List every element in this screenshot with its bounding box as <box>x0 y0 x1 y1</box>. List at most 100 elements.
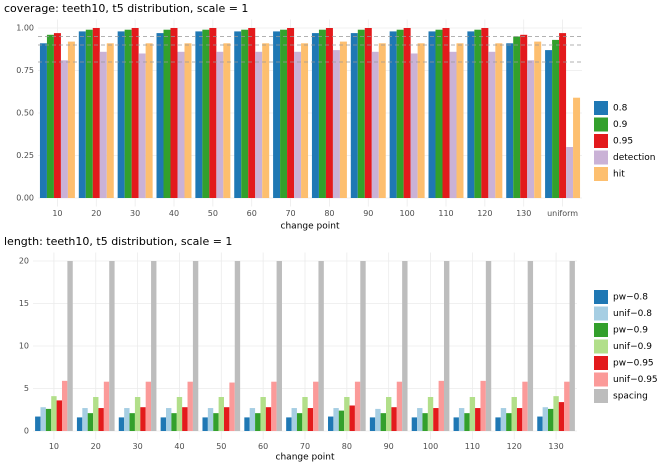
bar <box>411 417 418 431</box>
bar <box>260 397 266 431</box>
bar <box>56 400 62 431</box>
bar <box>402 261 408 431</box>
legend-key <box>594 306 608 321</box>
bar <box>403 28 411 198</box>
bar <box>378 43 386 198</box>
y-tick-label: 10 <box>19 342 29 351</box>
bar <box>553 396 559 431</box>
x-tick-label: 30 <box>130 209 140 218</box>
bar <box>325 28 333 198</box>
bar <box>61 380 68 431</box>
bar <box>255 51 263 198</box>
bar <box>192 261 199 431</box>
bar <box>87 413 94 431</box>
bar <box>301 43 309 198</box>
bar <box>302 397 308 431</box>
bar <box>207 408 214 431</box>
bar <box>433 408 439 431</box>
legend-key <box>594 290 608 304</box>
bar <box>375 408 381 431</box>
bar <box>318 261 324 431</box>
bar <box>202 417 208 431</box>
bar <box>542 407 549 431</box>
x-tick-label: 10 <box>52 209 62 218</box>
bar <box>573 97 581 198</box>
legend-key <box>594 101 608 115</box>
legend-label: pw−0.9 <box>613 326 648 336</box>
bar <box>195 31 203 199</box>
bar <box>467 31 475 199</box>
bar <box>396 381 403 431</box>
bar <box>124 408 130 431</box>
x-tick-label: 30 <box>133 442 143 451</box>
x-tick-label: 80 <box>342 442 352 451</box>
bar <box>495 417 501 431</box>
x-tick-label: 80 <box>324 209 334 218</box>
x-axis-title: change point <box>281 222 340 232</box>
bar <box>60 60 68 198</box>
bar <box>218 397 224 431</box>
x-tick-label: 130 <box>516 209 531 218</box>
bar <box>280 29 288 199</box>
x-tick-label: 50 <box>216 442 226 451</box>
bar <box>117 31 125 199</box>
bar <box>93 397 99 431</box>
bar <box>249 408 256 431</box>
bar <box>391 407 397 431</box>
bar <box>485 261 492 431</box>
bar <box>469 397 476 431</box>
bar <box>313 381 319 431</box>
bar <box>410 53 418 198</box>
bar <box>417 408 423 431</box>
bar <box>255 413 261 431</box>
bar <box>291 408 297 431</box>
bar <box>202 29 210 199</box>
bar <box>417 43 425 198</box>
legend-key <box>594 389 608 403</box>
bar <box>357 29 365 199</box>
bar <box>134 397 141 431</box>
y-tick-label: 0 <box>24 427 29 436</box>
bar <box>82 408 88 431</box>
legend-key <box>594 372 608 387</box>
bar <box>464 413 470 431</box>
legend-label: pw−0.95 <box>613 359 654 369</box>
x-tick-label: 70 <box>300 442 310 451</box>
bar <box>145 43 153 198</box>
legend-key <box>594 323 608 337</box>
bar <box>67 261 73 431</box>
bar <box>287 28 295 198</box>
x-tick-label: 90 <box>363 209 373 218</box>
bar <box>184 43 192 198</box>
bar <box>209 28 217 198</box>
x-tick-label: 130 <box>548 442 563 451</box>
bar <box>151 261 157 431</box>
bar <box>248 28 256 198</box>
bar <box>187 381 193 431</box>
bar <box>67 41 75 198</box>
bar <box>307 408 314 431</box>
bar <box>234 31 242 199</box>
chart-title: coverage: teeth10, t5 distribution, scal… <box>4 2 248 15</box>
bar <box>332 50 340 198</box>
bar <box>380 413 387 431</box>
x-tick-label: 60 <box>258 442 268 451</box>
bar <box>371 51 379 198</box>
bar <box>265 407 272 431</box>
bar <box>156 33 164 198</box>
x-tick-label: 110 <box>438 209 453 218</box>
bar <box>234 261 241 431</box>
bar <box>294 51 302 198</box>
bar <box>349 405 355 431</box>
bar <box>53 33 61 198</box>
bar <box>481 28 489 198</box>
bar <box>273 31 281 199</box>
bar <box>145 381 152 431</box>
bar <box>176 397 183 431</box>
bar <box>511 397 517 431</box>
x-tick-label: 50 <box>208 209 218 218</box>
bar <box>422 413 428 431</box>
bar <box>223 43 231 198</box>
bar <box>92 28 100 198</box>
x-tick-label: 100 <box>423 442 438 451</box>
